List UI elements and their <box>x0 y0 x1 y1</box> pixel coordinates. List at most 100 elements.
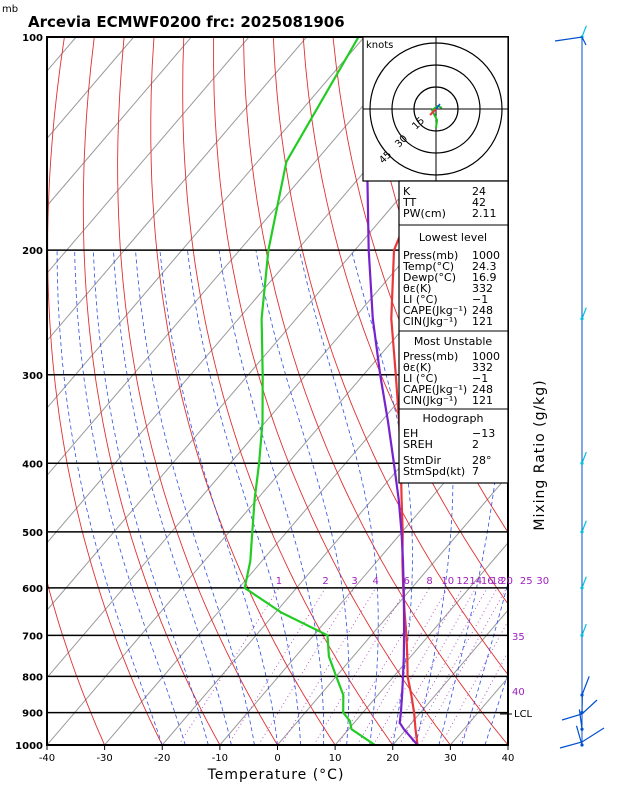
isotherm-line <box>219 407 508 745</box>
stat-label: TT <box>402 196 417 209</box>
theta-e-label-35: 35 <box>512 632 525 643</box>
dry-adiabat-line <box>150 37 336 745</box>
mixing-ratio-label: 10 <box>441 576 454 587</box>
wind-barb-station <box>580 317 584 321</box>
moist-adiabat-line <box>351 250 413 745</box>
moist-adiabat-line <box>413 249 454 745</box>
mixing-ratio-line <box>258 587 355 745</box>
chart-title: Arcevia ECMWF0200 frc: 2025081906 <box>28 13 345 31</box>
wind-barb-station <box>580 461 584 465</box>
x-tick-label: -30 <box>96 753 112 764</box>
wind-barb <box>581 520 587 533</box>
pressure-tick-label: 700 <box>22 631 43 642</box>
stat-label: θε(K) <box>403 361 431 374</box>
pressure-tick-label: 800 <box>22 672 43 683</box>
mixing-ratio-label: 12 <box>456 576 469 587</box>
hodograph-inset: knots 15 30 45 <box>362 36 509 182</box>
wind-barb-surface <box>559 727 605 749</box>
dry-adiabat-line <box>302 37 508 605</box>
stat-label: LI (°C) <box>403 293 438 306</box>
stat-label: CAPE(Jkg⁻¹) <box>403 383 467 396</box>
pressure-tick-label: 200 <box>22 246 43 257</box>
dry-adiabat-line <box>47 37 163 745</box>
x-tick-label: -10 <box>212 753 228 764</box>
mixing-ratio-label: 30 <box>536 576 549 587</box>
wind-barb <box>581 451 587 464</box>
stat-label: CIN(Jkg⁻¹) <box>403 394 458 407</box>
mixing-ratio-label: 18 <box>491 576 504 587</box>
isotherm-line <box>47 37 365 409</box>
dry-adiabat-line <box>47 579 106 745</box>
pressure-tick-label: 1000 <box>15 741 43 752</box>
isotherm-line <box>47 37 423 477</box>
moist-adiabat-line <box>507 743 508 745</box>
mixing-ratio-line <box>419 587 507 745</box>
stat-value: 332 <box>472 361 493 374</box>
stats-section-title: Lowest level <box>419 231 487 244</box>
moist-adiabat-line <box>74 250 186 745</box>
moist-adiabat-line <box>113 250 232 745</box>
dry-adiabat-line <box>182 37 394 745</box>
wind-barb <box>581 623 587 636</box>
stat-label: StmSpd(kt) <box>403 465 465 478</box>
wind-barb <box>581 25 587 38</box>
stat-label: K <box>403 185 411 198</box>
thermo-grid <box>47 37 618 745</box>
moist-adiabat-line <box>159 250 278 745</box>
isotherm-line <box>47 37 307 342</box>
wind-barb-station <box>580 586 584 590</box>
wind-barb <box>578 709 583 730</box>
x-tick-label: -40 <box>39 753 55 764</box>
mixing-ratio-label: 8 <box>426 576 432 587</box>
mixing-ratio-line <box>409 587 498 745</box>
stats-section-title: Most Unstable <box>414 335 493 348</box>
wind-barb-near-lcl <box>561 699 598 721</box>
mixing-ratio-line <box>386 587 477 745</box>
hodograph-units-label: knots <box>366 40 393 51</box>
moist-adiabat-line <box>93 250 209 745</box>
isotherm-line <box>47 37 250 274</box>
stat-value: −1 <box>472 293 488 306</box>
stat-value: −13 <box>472 427 495 440</box>
stat-label: θε(K) <box>403 282 431 295</box>
dry-adiabat-line <box>243 37 508 745</box>
dry-adiabat-line <box>512 37 618 745</box>
pressure-unit-label: mb <box>2 4 18 15</box>
stat-label: CIN(Jkg⁻¹) <box>403 315 458 328</box>
hodograph-trace-mid <box>429 108 437 116</box>
mixing-ratio-label: 20 <box>500 576 513 587</box>
x-axis-title: Temperature (°C) <box>207 767 345 783</box>
stat-value: 28° <box>472 454 492 467</box>
stat-value: 24.3 <box>472 260 497 273</box>
stat-value: 42 <box>472 196 486 209</box>
dry-adiabat-line <box>117 37 278 745</box>
mixing-ratio-label: 14 <box>469 576 482 587</box>
isotherm-line <box>392 609 508 745</box>
wind-profile <box>554 25 605 749</box>
isotherm-line <box>334 542 508 745</box>
x-tick-label: 30 <box>444 753 457 764</box>
isotherm-line <box>277 474 508 745</box>
mixing-ratio-line <box>280 587 377 745</box>
stat-value: 1000 <box>472 249 500 262</box>
pressure-tick-label: 500 <box>22 528 43 539</box>
stat-value: 2.11 <box>472 207 497 220</box>
x-tick-label: 40 <box>502 753 515 764</box>
stat-value: 248 <box>472 304 493 317</box>
stat-value: −1 <box>472 372 488 385</box>
moist-adiabat-line <box>187 250 301 745</box>
stat-value: 1000 <box>472 350 500 363</box>
stat-label: Press(mb) <box>403 249 458 262</box>
stat-label: LI (°C) <box>403 372 438 385</box>
stat-label: PW(cm) <box>403 207 446 220</box>
pressure-axis-ticks: 100 200 300 400 500 600 700 800 900 1000 <box>15 33 43 752</box>
stat-value: 16.9 <box>472 271 497 284</box>
dry-adiabat-line <box>602 37 618 745</box>
x-tick-label: 20 <box>386 753 399 764</box>
stat-value: 7 <box>472 465 479 478</box>
dry-adiabat-line <box>572 37 618 745</box>
wind-barb <box>581 576 587 589</box>
wind-barb <box>581 307 587 319</box>
mixing-ratio-label: 25 <box>520 576 533 587</box>
